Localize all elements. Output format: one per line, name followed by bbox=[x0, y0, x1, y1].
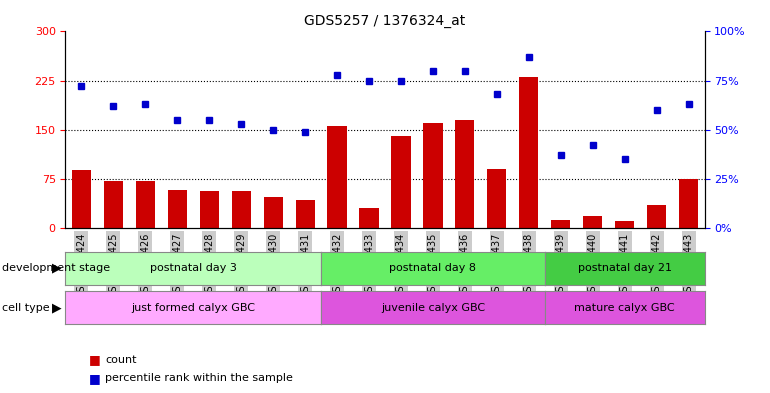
Text: count: count bbox=[105, 354, 137, 365]
Bar bbox=[679, 179, 698, 228]
Bar bbox=[72, 170, 91, 228]
Bar bbox=[263, 196, 283, 228]
Text: ■: ■ bbox=[89, 371, 100, 385]
Bar bbox=[647, 205, 666, 228]
Text: postnatal day 8: postnatal day 8 bbox=[390, 263, 477, 273]
Bar bbox=[487, 169, 507, 228]
Text: postnatal day 3: postnatal day 3 bbox=[150, 263, 236, 273]
Bar bbox=[391, 136, 410, 228]
Text: percentile rank within the sample: percentile rank within the sample bbox=[105, 373, 293, 383]
Bar bbox=[104, 181, 123, 228]
Text: juvenile calyx GBC: juvenile calyx GBC bbox=[381, 303, 485, 312]
Text: mature calyx GBC: mature calyx GBC bbox=[574, 303, 675, 312]
Bar bbox=[136, 181, 155, 228]
Bar bbox=[327, 127, 346, 228]
Bar bbox=[199, 191, 219, 228]
Text: ■: ■ bbox=[89, 353, 100, 366]
Text: ▶: ▶ bbox=[52, 262, 62, 275]
Bar bbox=[551, 220, 571, 228]
Bar bbox=[360, 208, 379, 228]
Bar bbox=[583, 216, 602, 228]
Bar bbox=[168, 190, 187, 228]
Text: postnatal day 21: postnatal day 21 bbox=[578, 263, 671, 273]
Text: cell type: cell type bbox=[2, 303, 49, 312]
Bar bbox=[424, 123, 443, 228]
Bar bbox=[455, 120, 474, 228]
Text: development stage: development stage bbox=[2, 263, 109, 273]
Bar bbox=[296, 200, 315, 228]
Bar bbox=[232, 191, 251, 228]
Text: just formed calyx GBC: just formed calyx GBC bbox=[131, 303, 256, 312]
Bar bbox=[615, 221, 634, 228]
Bar bbox=[519, 77, 538, 228]
Title: GDS5257 / 1376324_at: GDS5257 / 1376324_at bbox=[304, 14, 466, 28]
Text: ▶: ▶ bbox=[52, 301, 62, 314]
